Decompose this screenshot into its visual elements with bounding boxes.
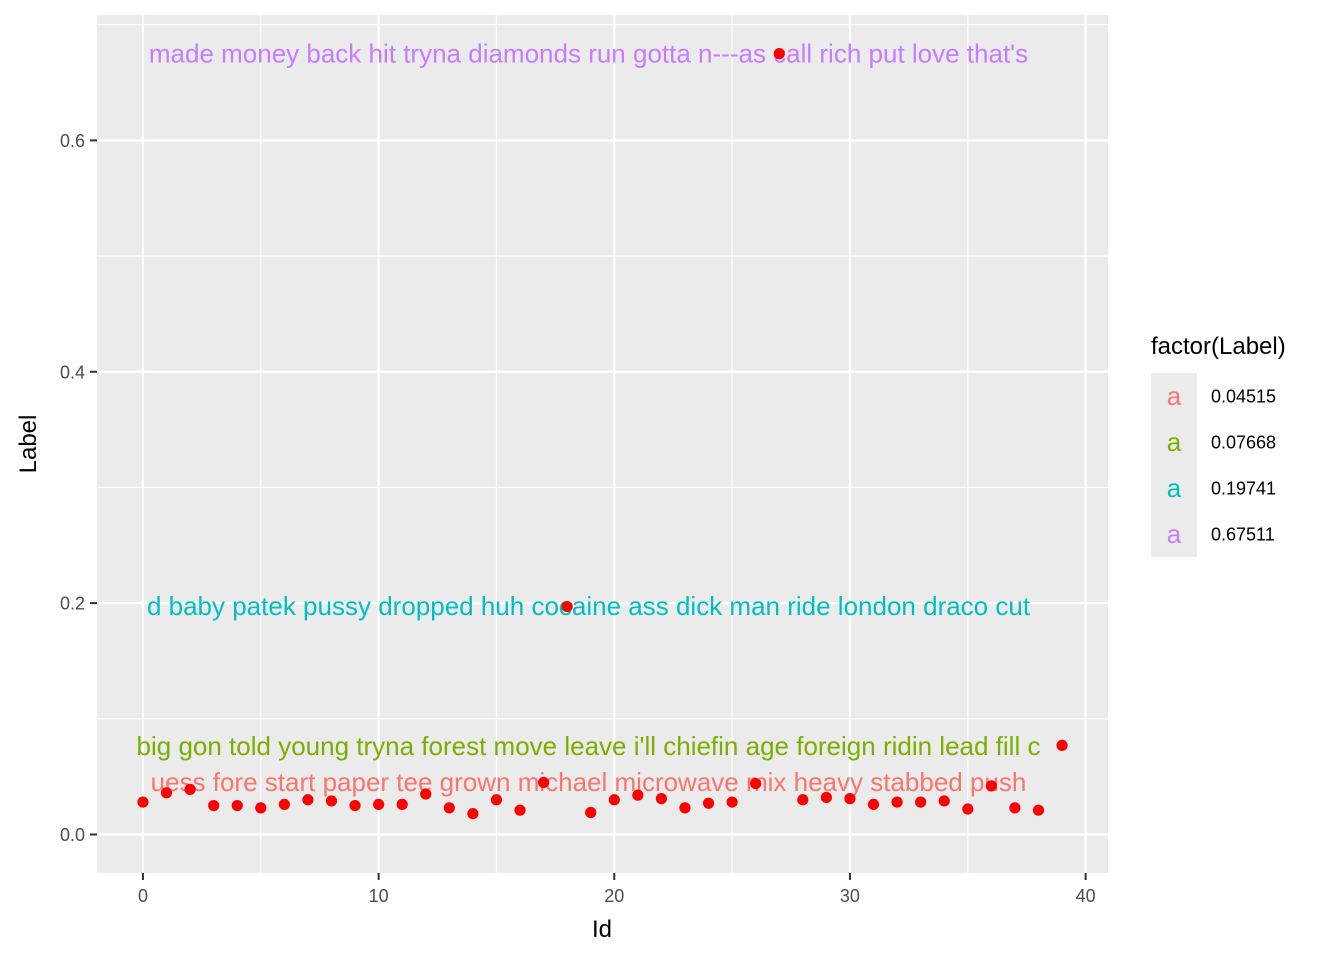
data-point xyxy=(797,794,809,806)
data-point xyxy=(750,777,762,790)
data-point xyxy=(255,802,267,814)
word-labels: uess fore start paper tee grown michael … xyxy=(137,39,1041,798)
data-points xyxy=(137,48,1068,820)
legend-key-glyph: a xyxy=(1167,519,1182,549)
data-point xyxy=(467,808,479,820)
grid-major xyxy=(97,15,1108,873)
data-point xyxy=(608,794,620,806)
legend-entry-label: 0.19741 xyxy=(1211,479,1276,499)
data-point xyxy=(820,791,832,804)
x-axis: 0 10 20 30 40 xyxy=(138,873,1096,906)
data-point xyxy=(702,797,715,809)
x-tick-label: 30 xyxy=(840,886,860,906)
data-point xyxy=(208,799,220,812)
x-tick-label: 40 xyxy=(1076,886,1096,906)
data-point xyxy=(302,794,314,806)
x-tick-label: 0 xyxy=(138,886,148,906)
data-point xyxy=(985,780,997,792)
data-point xyxy=(915,796,927,808)
y-tick-label: 0.2 xyxy=(60,594,85,614)
data-point xyxy=(632,789,644,801)
legend-entry-label: 0.07668 xyxy=(1211,433,1276,453)
data-point xyxy=(278,798,290,811)
data-point xyxy=(514,804,526,816)
y-axis-title: Label xyxy=(15,415,42,474)
x-tick-label: 20 xyxy=(604,886,624,906)
legend-entry-label: 0.04515 xyxy=(1211,387,1276,407)
data-point xyxy=(160,787,173,799)
data-point xyxy=(1009,802,1021,814)
data-point xyxy=(938,795,950,807)
data-point xyxy=(891,796,903,808)
y-tick-label: 0.0 xyxy=(60,825,85,845)
legend-key-glyph: a xyxy=(1167,381,1182,411)
legend-entry-label: 0.67511 xyxy=(1211,525,1275,545)
data-point xyxy=(585,806,597,819)
data-point xyxy=(325,795,338,807)
data-point xyxy=(655,793,668,805)
data-point xyxy=(349,799,361,812)
data-point xyxy=(537,776,550,789)
data-point xyxy=(726,796,738,808)
data-point xyxy=(561,600,573,613)
legend-key-glyph: a xyxy=(1167,473,1182,503)
data-point xyxy=(679,802,691,814)
legend-key xyxy=(1151,419,1197,465)
data-point xyxy=(1032,804,1045,816)
legend-title: factor(Label) xyxy=(1151,333,1286,360)
data-point xyxy=(231,799,243,812)
data-point xyxy=(867,798,880,811)
data-point xyxy=(844,793,856,805)
data-point xyxy=(184,783,196,795)
word-label: made money back hit tryna diamonds run g… xyxy=(149,39,1028,69)
data-point xyxy=(1056,739,1068,752)
data-point xyxy=(373,798,385,811)
word-label: d baby patek pussy dropped huh cocaine a… xyxy=(147,591,1031,621)
legend-key xyxy=(1151,373,1197,419)
data-point xyxy=(773,48,785,60)
y-tick-label: 0.4 xyxy=(60,362,85,382)
grid-minor xyxy=(97,15,1108,873)
legend-key-glyph: a xyxy=(1167,427,1182,457)
data-point xyxy=(420,788,432,800)
legend-key xyxy=(1151,465,1197,511)
data-point xyxy=(137,796,149,808)
x-axis-title: Id xyxy=(592,916,612,943)
data-point xyxy=(396,798,408,811)
data-point xyxy=(962,803,974,815)
plot-panel xyxy=(97,15,1108,873)
legend-key xyxy=(1151,511,1197,557)
data-point xyxy=(490,794,503,806)
x-tick-label: 10 xyxy=(369,886,389,906)
legend: factor(Label) a 0.04515 a 0.07668 a 0.19741 a 0… xyxy=(1151,333,1286,557)
y-tick-label: 0.6 xyxy=(60,131,85,151)
data-point xyxy=(443,802,455,814)
word-label: big gon told young tryna forest move lea… xyxy=(137,731,1041,761)
word-label: uess fore start paper tee grown michael … xyxy=(151,767,1027,797)
y-axis: 0.0 0.2 0.4 0.6 xyxy=(60,131,97,845)
